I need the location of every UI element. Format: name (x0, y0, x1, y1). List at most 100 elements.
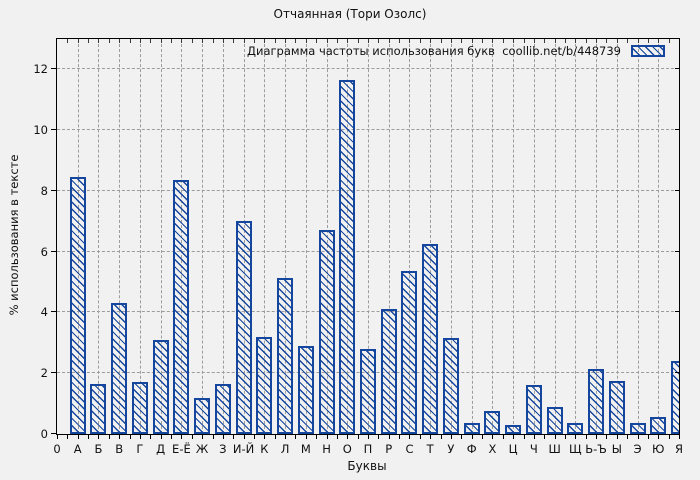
x-tick-mark (554, 39, 556, 43)
x-tick-label: Я (675, 442, 683, 456)
x-tick-mark (606, 435, 608, 439)
x-tick-mark (502, 435, 504, 439)
x-tick-mark (316, 435, 318, 439)
gridline-vertical (658, 39, 660, 434)
x-tick-mark (450, 435, 452, 439)
x-tick-mark (596, 39, 598, 43)
x-tick-mark (513, 39, 515, 43)
x-tick-mark (461, 435, 463, 439)
x-tick-mark (150, 39, 152, 43)
x-tick-label: О (342, 442, 352, 456)
x-tick-mark (139, 435, 141, 439)
x-tick-mark (181, 39, 183, 43)
y-tick-mark (675, 129, 679, 131)
bar-Ш (546, 406, 563, 434)
gridline-vertical (471, 39, 473, 434)
bar-Ю (650, 417, 667, 434)
x-tick-label: Ж (195, 442, 209, 456)
x-tick-mark (647, 39, 649, 43)
legend: Диаграмма частоты использования букв coo… (247, 44, 665, 58)
bar-Э (629, 423, 646, 434)
bar-Г (131, 382, 148, 434)
x-tick-label: Т (426, 442, 434, 456)
x-tick-mark (129, 435, 131, 439)
x-tick-label: Ф (466, 442, 477, 456)
y-axis-label: % использования в тексте (7, 154, 21, 316)
x-tick-mark (616, 435, 618, 439)
x-tick-label: П (363, 442, 373, 456)
x-tick-mark (637, 435, 639, 439)
x-tick-mark (67, 435, 69, 439)
y-tick-label: 4 (40, 305, 48, 320)
x-tick-mark (378, 39, 380, 43)
x-tick-label: Н (322, 442, 331, 456)
x-tick-mark (471, 39, 473, 43)
bar-Н (318, 230, 335, 434)
x-tick-label: Ь-Ъ (585, 442, 607, 456)
y-tick-mark (51, 311, 57, 313)
x-tick-mark (119, 435, 121, 439)
x-tick-mark (533, 39, 535, 43)
gridline-vertical (513, 39, 515, 434)
bar-Т (422, 244, 439, 434)
x-tick-mark (523, 435, 525, 439)
gridline-vertical (388, 39, 390, 434)
x-tick-mark (171, 39, 173, 43)
bar-П (360, 348, 376, 434)
plot-area: 0 2 4 6 8 10 12 0 А Б В Г Д Е-Ё Ж З И-Й К Л М Н О П Р С Т У Ф Х Ц Ч Ш Щ Ь… (33, 38, 683, 456)
x-tick-label: Д (156, 442, 166, 456)
gridline-vertical (430, 39, 432, 434)
x-tick-mark (647, 435, 649, 439)
gridline-vertical (450, 39, 452, 434)
x-tick-mark (202, 435, 204, 439)
x-tick-label: В (115, 442, 124, 456)
x-tick-mark (160, 39, 162, 43)
x-tick-mark (139, 39, 141, 43)
y-tick-mark (51, 189, 57, 191)
x-tick-mark (243, 39, 245, 43)
x-tick-mark (285, 39, 287, 43)
bar-В (111, 303, 128, 434)
x-tick-mark (502, 39, 504, 43)
gridline-vertical (119, 39, 121, 434)
bar-Х (484, 411, 501, 434)
x-tick-mark (357, 435, 359, 439)
x-tick-mark (388, 435, 390, 439)
x-tick-mark (233, 39, 235, 43)
x-tick-mark (150, 435, 152, 439)
x-tick-label: Б (94, 442, 103, 456)
x-tick-mark (658, 435, 660, 439)
gridline-vertical (305, 39, 307, 434)
y-tick-mark (51, 433, 57, 434)
x-tick-mark (119, 39, 121, 43)
x-tick-mark (336, 435, 338, 439)
x-tick-mark (77, 39, 79, 43)
x-tick-mark (668, 435, 670, 439)
bar-З (214, 383, 231, 434)
gridline-vertical (285, 39, 287, 434)
y-tick-label: 0 (40, 427, 48, 441)
x-tick-mark (67, 39, 69, 43)
x-tick-label: С (405, 442, 414, 456)
x-tick-mark (191, 39, 193, 43)
gridline-vertical (575, 39, 577, 434)
x-tick-mark (368, 435, 369, 439)
x-tick-label: Ю (652, 442, 665, 456)
x-tick-mark (554, 435, 556, 439)
chart-title: Отчаянная (Тори Озолс) (273, 7, 427, 21)
gridline-vertical (637, 39, 639, 434)
x-tick-mark (575, 435, 577, 439)
x-tick-mark (658, 39, 660, 43)
x-tick-mark (616, 39, 618, 43)
bar-И-Й (235, 221, 252, 434)
x-tick-mark (575, 39, 577, 43)
x-tick-mark (523, 39, 525, 43)
x-tick-mark (430, 435, 432, 439)
y-tick-mark (675, 250, 679, 252)
x-tick-mark (191, 435, 193, 439)
x-tick-mark (305, 435, 307, 439)
x-tick-mark (409, 39, 411, 43)
x-tick-mark (160, 435, 162, 439)
x-tick-mark (222, 435, 224, 439)
x-tick-mark (419, 435, 421, 439)
